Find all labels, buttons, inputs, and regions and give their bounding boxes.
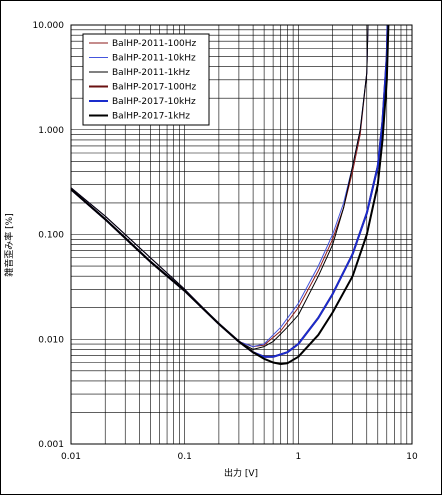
x-tick-label: 10 — [406, 452, 418, 462]
legend-box — [82, 33, 210, 126]
y-tick-label: 0.100 — [38, 231, 64, 241]
x-tick-label: 0.01 — [61, 452, 81, 462]
legend-label: BalHP-2011-100Hz — [112, 39, 197, 49]
y-axis-label: 雑音歪み率 [%] — [3, 213, 15, 276]
legend-label: BalHP-2017-1kHz — [112, 112, 190, 122]
x-tick-label: 1 — [295, 452, 301, 462]
y-tick-label: 10.000 — [33, 21, 65, 31]
legend-label: BalHP-2011-10kHz — [112, 54, 196, 64]
legend-label: BalHP-2017-10kHz — [112, 97, 196, 107]
x-tick-labels: 0.01 0.1 1 10 — [61, 452, 418, 462]
x-axis-label: 出力 [V] — [224, 467, 258, 479]
legend: BalHP-2011-100Hz BalHP-2011-10kHz BalHP-20… — [82, 33, 210, 126]
y-tick-label: 0.010 — [38, 335, 64, 345]
series-layer — [71, 25, 390, 365]
series-line-BalHP-2011-1kHz — [71, 25, 369, 350]
y-tick-label: 0.001 — [38, 440, 64, 450]
legend-label: BalHP-2017-100Hz — [112, 83, 197, 93]
y-tick-label: 1.000 — [38, 126, 64, 136]
x-tick-label: 0.1 — [178, 452, 192, 462]
y-tick-labels: 0.001 0.010 0.100 1.000 10.000 — [33, 21, 65, 450]
series-line-BalHP-2017-1kHz — [71, 25, 390, 365]
legend-label: BalHP-2011-1kHz — [112, 68, 190, 78]
plot-border — [70, 24, 413, 445]
